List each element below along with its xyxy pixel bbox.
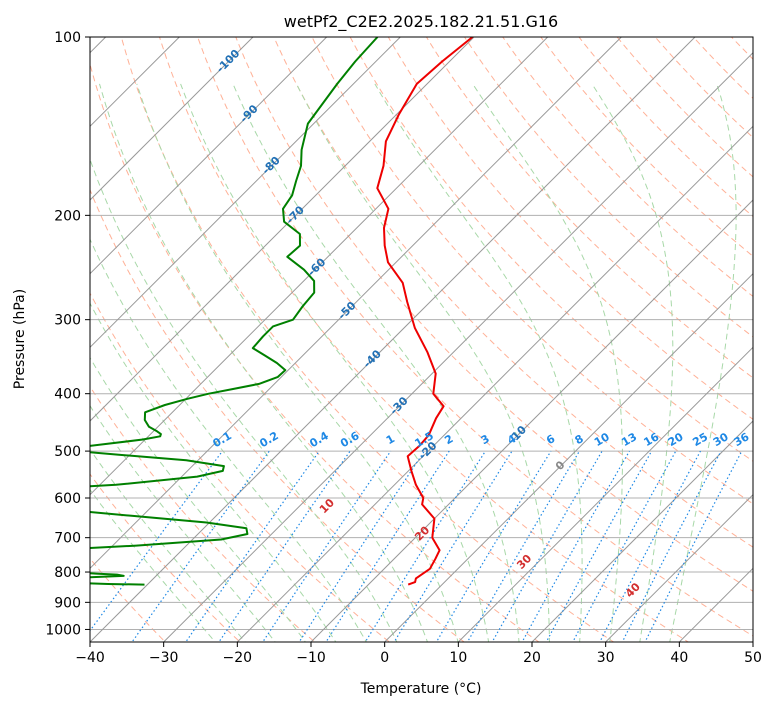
dry-adiabat-line [349, 37, 753, 462]
x-tick-label: −30 [149, 650, 179, 666]
plot-frame [89, 36, 754, 643]
dry-adiabat-line [692, 37, 753, 99]
dry-adiabat-line [120, 37, 615, 642]
isotherm-line [90, 37, 549, 496]
profile-series [90, 37, 474, 586]
x-tick-label: −20 [223, 650, 253, 666]
moist-adiabat-line [99, 83, 429, 642]
isotherm-line [457, 346, 753, 642]
dry-adiabat-line [578, 37, 753, 218]
mixing-ratio-line [325, 450, 450, 642]
mixing-ratio-line [545, 450, 653, 642]
moist-adiabat-line [591, 83, 674, 642]
dry-adiabat-line [540, 37, 753, 257]
isotherm-line [90, 37, 622, 570]
mixing-ratio-line [599, 450, 702, 642]
y-tick-label: 100 [54, 30, 81, 46]
mixing-ratio-line [466, 450, 580, 642]
dry-adiabat-line [616, 37, 753, 178]
moist-adiabat-line [90, 448, 246, 642]
dry-adiabat-line [311, 37, 753, 505]
x-axis-label: Temperature (°C) [360, 681, 482, 697]
mixing-ratio-line [218, 450, 351, 642]
dry-adiabat-line [273, 37, 753, 548]
x-tick-label: 10 [449, 650, 467, 666]
isotherm-line [90, 37, 328, 275]
dry-adiabat-line [654, 37, 753, 139]
dry-adiabat-line [463, 37, 753, 338]
y-axis-ticks: 100 200 300 400 500 600 700 800 900 1000 [45, 30, 90, 638]
mixing-ratio-lines [90, 450, 743, 642]
dry-adiabat-line [90, 62, 540, 642]
y-tick-label: 300 [54, 313, 81, 329]
isotherm-line [384, 272, 753, 642]
dewpoint-trace [90, 37, 379, 586]
isotherm-line [605, 493, 753, 642]
dry-adiabat-line [90, 188, 465, 642]
isotherm-line [236, 125, 753, 642]
y-axis-label: Pressure (hPa) [12, 289, 28, 389]
isotherm-line [163, 51, 753, 642]
moist-adiabat-line [90, 302, 337, 642]
isotherm-line [90, 37, 254, 201]
dry-adiabats [90, 37, 753, 642]
dry-adiabat-line [158, 37, 690, 642]
y-tick-label: 500 [54, 444, 81, 460]
y-tick-label: 800 [54, 565, 81, 581]
y-tick-label: 900 [54, 595, 81, 611]
y-tick-label: 600 [54, 491, 81, 507]
moist-adiabat-line [90, 488, 216, 642]
moist-adiabat-line [472, 83, 623, 642]
x-tick-label: 40 [670, 650, 688, 666]
moist-adiabat-line [90, 356, 307, 642]
mixing-ratio-line [131, 450, 270, 642]
mixing-ratio-line [364, 450, 486, 642]
isotherm-line [90, 37, 475, 422]
mixing-ratio-line [298, 450, 425, 642]
x-axis-ticks: −40 −30 −20 −10 0 10 20 30 40 50 [75, 642, 762, 666]
x-tick-label: 30 [597, 650, 615, 666]
dry-adiabat-line [90, 292, 391, 642]
dry-adiabat-line [90, 385, 316, 642]
mixing-ratio-line [262, 450, 392, 642]
isotherm-line [310, 199, 753, 642]
y-tick-label: 1000 [45, 622, 81, 638]
moist-adiabat-line [90, 158, 398, 642]
moist-adiabat-line [90, 404, 276, 642]
y-tick-label: 200 [54, 208, 81, 224]
moist-adiabat-line [232, 83, 520, 642]
mixing-ratio-line [393, 450, 513, 642]
y-tick-label: 700 [54, 531, 81, 547]
moist-adiabat-line [296, 83, 550, 642]
moist-adiabat-line [136, 83, 459, 642]
pressure-gridlines [90, 37, 753, 630]
x-tick-label: 20 [523, 650, 541, 666]
mixing-ratio-line [491, 450, 603, 642]
mixing-ratio-line [435, 450, 552, 642]
isotherms [90, 37, 753, 642]
isotherm-line [531, 420, 753, 642]
dry-adiabat-line [502, 37, 753, 298]
dry-adiabat-line [197, 37, 753, 637]
temperature-trace [376, 37, 474, 586]
dry-adiabat-line [235, 37, 753, 592]
y-tick-label: 400 [54, 387, 81, 403]
isotherm-line [90, 37, 401, 349]
x-tick-label: 50 [744, 650, 762, 666]
chart-title: wetPf2_C2E2.2025.182.21.51.G16 [284, 12, 558, 32]
x-tick-label: −40 [75, 650, 105, 666]
x-tick-label: 0 [380, 650, 389, 666]
moist-adiabat-line [374, 83, 583, 642]
mixing-ratio-line [572, 450, 677, 642]
moist-adiabat-line [669, 83, 737, 642]
x-tick-label: −10 [296, 650, 326, 666]
